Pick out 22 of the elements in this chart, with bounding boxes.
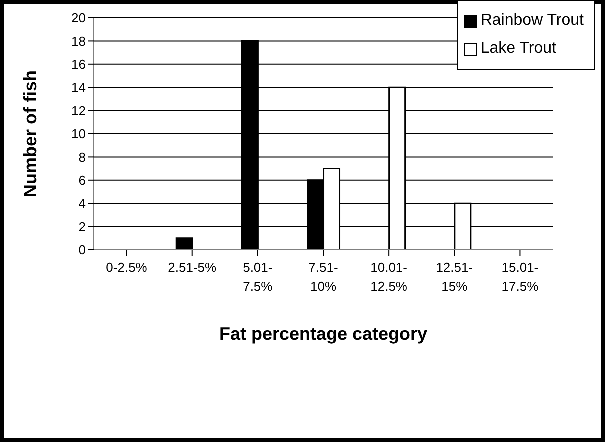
x-axis-title: Fat percentage category	[219, 324, 428, 344]
y-tick-label: 14	[72, 80, 86, 96]
y-tick-label: 4	[78, 196, 86, 212]
y-tick-label: 8	[78, 150, 86, 165]
x-tick-label: 5.01-7.5%	[243, 260, 274, 294]
y-tick-label: 0	[78, 242, 86, 258]
x-tick-label: 7.51-10%	[308, 260, 338, 294]
x-tick-label: 12.51-15%	[436, 260, 474, 294]
y-tick-label: 18	[72, 34, 86, 49]
x-tick-label: 10.01-12.5%	[370, 260, 408, 294]
legend-label: Rainbow Trout	[480, 12, 584, 30]
x-tick-label: 0-2.5%	[106, 260, 148, 275]
y-tick-label: 12	[72, 103, 86, 118]
y-tick-label: 16	[72, 57, 86, 72]
x-tick-label: 15.01-17.5%	[502, 260, 540, 294]
y-tick-label: 2	[78, 219, 86, 234]
y-axis-title: Number of fish	[20, 70, 40, 198]
y-tick-label: 6	[78, 173, 86, 188]
y-tick-label: 20	[72, 10, 86, 26]
x-tick-label: 2.51-5%	[168, 260, 218, 275]
y-tick-label: 10	[72, 126, 86, 142]
legend-label: Lake Trout	[480, 40, 556, 58]
